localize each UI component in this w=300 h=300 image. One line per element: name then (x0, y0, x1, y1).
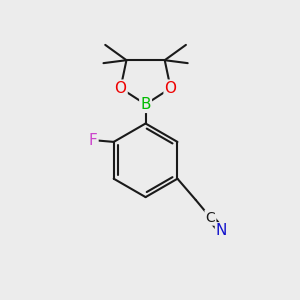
Text: O: O (115, 81, 127, 96)
Text: C: C (206, 211, 215, 225)
Text: F: F (89, 133, 98, 148)
Text: B: B (140, 97, 151, 112)
Text: N: N (216, 223, 227, 238)
Text: O: O (165, 81, 177, 96)
